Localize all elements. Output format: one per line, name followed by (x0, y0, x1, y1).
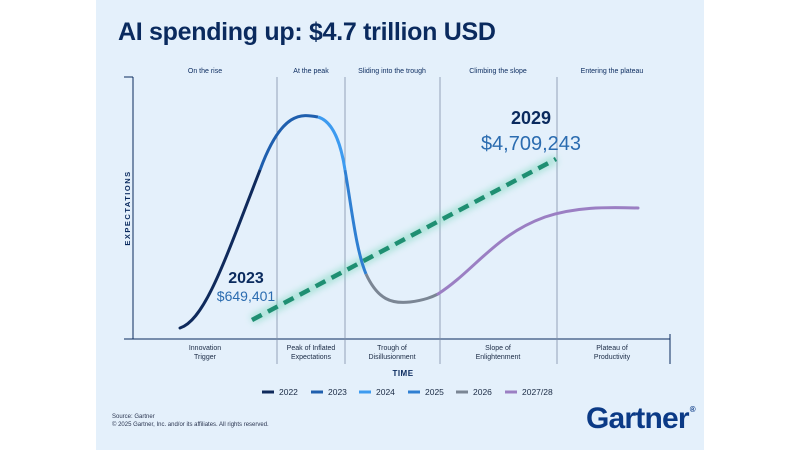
spending-trend-line (250, 157, 558, 322)
hype-segment-2025 (343, 169, 368, 275)
copyright-note: © 2025 Gartner, Inc. and/or its affiliat… (112, 422, 269, 428)
chart-card (96, 0, 704, 450)
legend-label-2026: 2026 (473, 387, 492, 397)
phase-header-5: Entering the plateau (581, 68, 644, 75)
phase-header-1: On the rise (188, 68, 222, 75)
y-axis-title: EXPECTATIONS (123, 170, 132, 245)
spending-2023-year: 2023 (228, 270, 264, 287)
stage-label-5-line2: Productivity (594, 354, 631, 361)
stage-label-1-line1: Innovation (189, 345, 221, 352)
source-note: Source: Gartner (112, 414, 155, 420)
stage-label-4-line1: Slope of (485, 345, 511, 352)
spending-2029-value: $4,709,243 (481, 133, 581, 155)
phase-header-4: Climbing the slope (469, 68, 527, 75)
stage-label-4-line2: Enlightenment (476, 354, 521, 361)
phase-header-3: Sliding into the trough (358, 68, 426, 75)
hype-segment-2026 (364, 273, 439, 304)
gartner-logo: Gartner® (586, 402, 696, 436)
logo-text: Gartner (586, 402, 690, 435)
stage-label-2-line1: Peak of Inflated (287, 345, 336, 352)
logo-mark: ® (689, 405, 696, 414)
legend: 2022 2023 2024 2025 2026 2027/28 (262, 387, 553, 397)
hype-segment-2023 (258, 114, 319, 171)
phase-header-2: At the peak (293, 68, 329, 75)
stage-label-2-line2: Expectations (291, 354, 332, 361)
stage-label-1-line2: Trigger (194, 354, 217, 361)
spending-2029-year: 2029 (511, 108, 551, 128)
stage-label-5-line1: Plateau of (596, 345, 628, 352)
spending-2023-value: $649,401 (217, 288, 276, 304)
legend-label-2027-28: 2027/28 (522, 387, 553, 397)
legend-label-2025: 2025 (425, 387, 444, 397)
page-title: AI spending up: $4.7 trillion USD (118, 18, 496, 46)
hype-segment-2024 (317, 115, 347, 171)
legend-label-2022: 2022 (279, 387, 298, 397)
hype-segment-2027-28 (436, 206, 640, 296)
legend-label-2023: 2023 (328, 387, 347, 397)
stage-label-3-line1: Trough of (377, 345, 407, 352)
legend-label-2024: 2024 (376, 387, 395, 397)
x-axis-title: TIME (392, 369, 413, 378)
footer: Source: Gartner © 2025 Gartner, Inc. and… (112, 413, 269, 429)
stage-label-3-line2: Disillusionment (368, 354, 415, 361)
hype-segment-2022 (178, 168, 262, 330)
